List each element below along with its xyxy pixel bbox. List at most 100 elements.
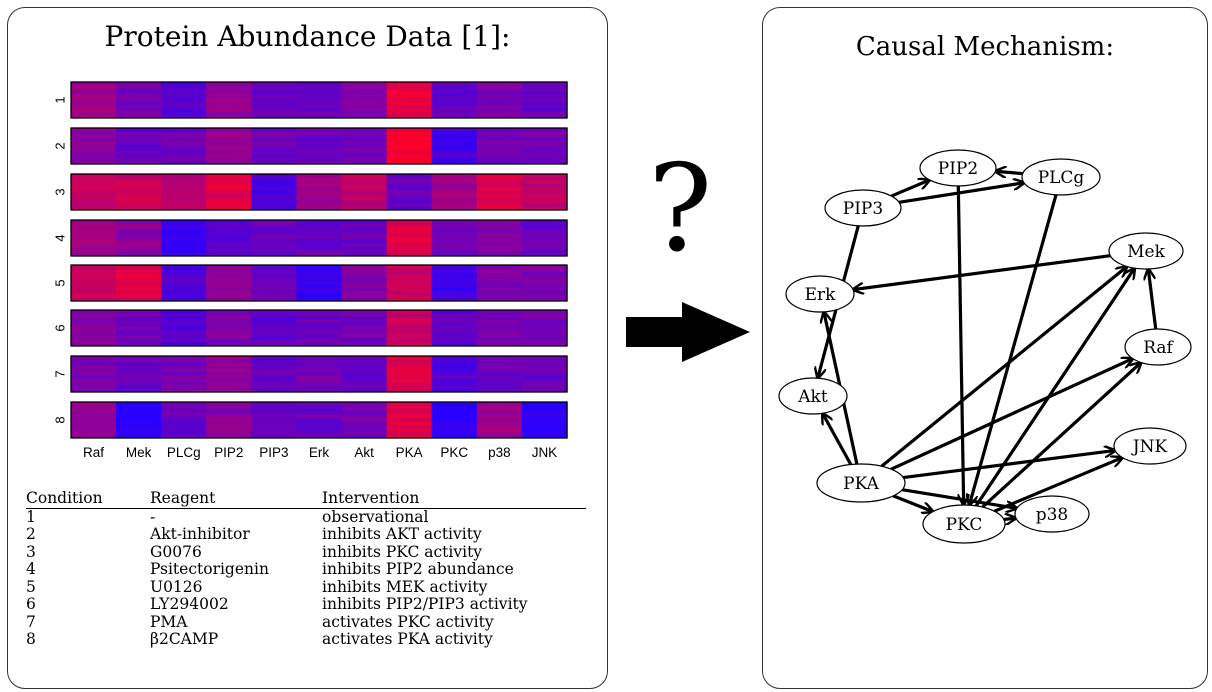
cell-condition: 1: [26, 507, 36, 526]
heatmap-cell: [521, 220, 568, 257]
heatmap-row: [70, 355, 568, 393]
cell-intervention: inhibits PIP2 abundance: [322, 560, 514, 578]
cell-intervention: inhibits PKC activity: [322, 542, 483, 561]
table-row: 7 PMA activates PKC activity: [26, 612, 586, 632]
node-label: PIP3: [843, 199, 883, 219]
heatmap-cell: [431, 402, 478, 439]
heatmap-cell: [431, 310, 478, 347]
heatmap-row-border: [70, 173, 568, 211]
edge-pip3-plcg: [898, 183, 1024, 204]
heatmap-cell: [521, 174, 568, 211]
cell-reagent: G0076: [150, 542, 202, 561]
conditions-table: Condition Reagent Intervention 1 - observa…: [26, 489, 586, 649]
heatmap-cell: [71, 174, 117, 211]
cell-condition: 7: [26, 612, 36, 631]
heatmap-cell: [386, 265, 433, 302]
table-row: 4 Psitectorigenin inhibits PIP2 abundance: [26, 560, 586, 579]
column-label: PIP3: [259, 445, 288, 460]
cell-reagent: Psitectorigenin: [150, 560, 269, 578]
table-row: 5 U0126 inhibits MEK activity: [26, 578, 586, 597]
row-label: 3: [53, 188, 68, 195]
heatmap-cell: [71, 356, 117, 393]
cell-reagent: LY294002: [150, 595, 229, 613]
heatmap-cell: [161, 265, 207, 302]
heatmap-cell: [521, 310, 568, 347]
question-mark: ?: [648, 140, 713, 279]
heatmap-cell: [476, 220, 523, 257]
heatmap-cell: [116, 356, 162, 393]
heatmap-cell: [116, 128, 162, 165]
cell-intervention: observational: [322, 507, 429, 526]
table-row: 2 Akt-inhibitor inhibits AKT activity: [26, 525, 586, 544]
heatmap-cell: [251, 402, 298, 439]
right-arrow-icon: [626, 302, 750, 362]
edge-pip3-pip2: [890, 180, 929, 198]
heatmap-cell: [251, 265, 298, 302]
edge-pip2-pkc: [956, 185, 963, 505]
heatmap-cell: [431, 174, 478, 211]
heatmap-cell: [431, 82, 478, 119]
header-intervention: Intervention: [322, 489, 586, 509]
heatmap-row-border: [70, 127, 568, 165]
row-label: 4: [53, 234, 68, 241]
heatmap-cell: [476, 174, 523, 211]
column-label: JNK: [532, 445, 558, 460]
node-p38: p38: [1014, 495, 1090, 533]
heatmap-row-border: [70, 264, 568, 302]
mechanism-panel-title: Causal Mechanism:: [855, 32, 1115, 62]
heatmap-cell: [476, 356, 523, 393]
edge-pkc-p38: [1003, 518, 1016, 519]
cell-intervention: activates PKA activity: [322, 630, 493, 648]
heatmap-cell: [206, 402, 252, 439]
heatmap-cell: [206, 220, 252, 257]
edge-raf-mek: [1148, 269, 1158, 330]
heatmap-cell: [206, 356, 252, 393]
heatmap-cell: [476, 402, 523, 439]
heatmap-cell: [296, 82, 343, 119]
heatmap-cell: [431, 220, 478, 257]
column-label: Mek: [126, 445, 152, 460]
node-label: JNK: [1131, 437, 1168, 457]
heatmap-cell: [251, 174, 298, 211]
heatmap-cell: [206, 82, 252, 119]
heatmap-cell: [71, 310, 117, 347]
heatmap: 1 2 3 4 5 6 7 8 Raf Mek PLCg PIP2 PIP3 Erk Akt PKA PKC p3…: [53, 81, 568, 460]
node-mek: Mek: [1108, 232, 1184, 270]
table-row: 1 - observational: [26, 508, 586, 526]
heatmap-cell: [116, 402, 162, 439]
node-label: PIP2: [938, 159, 978, 179]
heatmap-cell: [296, 128, 343, 165]
table-row: 6 LY294002 inhibits PIP2/PIP3 activity: [26, 595, 586, 614]
heatmap-cell: [341, 356, 388, 393]
header-condition: Condition: [26, 489, 150, 509]
edge-pka-mek: [880, 266, 1127, 468]
heatmap-cell: [206, 174, 252, 211]
heatmap-cell: [116, 265, 162, 302]
node-akt: Akt: [778, 377, 848, 415]
causal-graph: PIP2 PLCg PIP3 Mek Erk Raf Akt JNK PKA p38 PKC: [778, 149, 1192, 544]
edge-pkc-raf: [981, 362, 1141, 509]
cell-intervention: inhibits PIP2/PIP3 activity: [322, 595, 528, 613]
cell-condition: 2: [26, 525, 36, 543]
heatmap-cell: [206, 128, 252, 165]
row-label: 1: [53, 96, 68, 103]
heatmap-cell: [71, 265, 117, 302]
heatmap-cell: [296, 356, 343, 393]
heatmap-row: [70, 127, 568, 165]
heatmap-cell: [161, 356, 207, 393]
heatmap-cell: [386, 174, 433, 211]
column-label: PLCg: [167, 445, 201, 460]
heatmap-cell: [296, 402, 343, 439]
edge-pka-raf: [890, 359, 1133, 471]
heatmap-cell: [251, 82, 298, 119]
heatmap-cell: [116, 82, 162, 119]
heatmap-cell: [251, 220, 298, 257]
heatmap-cell: [206, 310, 252, 347]
cell-reagent: PMA: [150, 612, 188, 631]
heatmap-cell: [116, 220, 162, 257]
heatmap-row: [70, 173, 568, 211]
heatmap-cell: [161, 402, 207, 439]
heatmap-row-border: [70, 355, 568, 393]
heatmap-cell: [521, 356, 568, 393]
heatmap-cell: [386, 82, 433, 119]
